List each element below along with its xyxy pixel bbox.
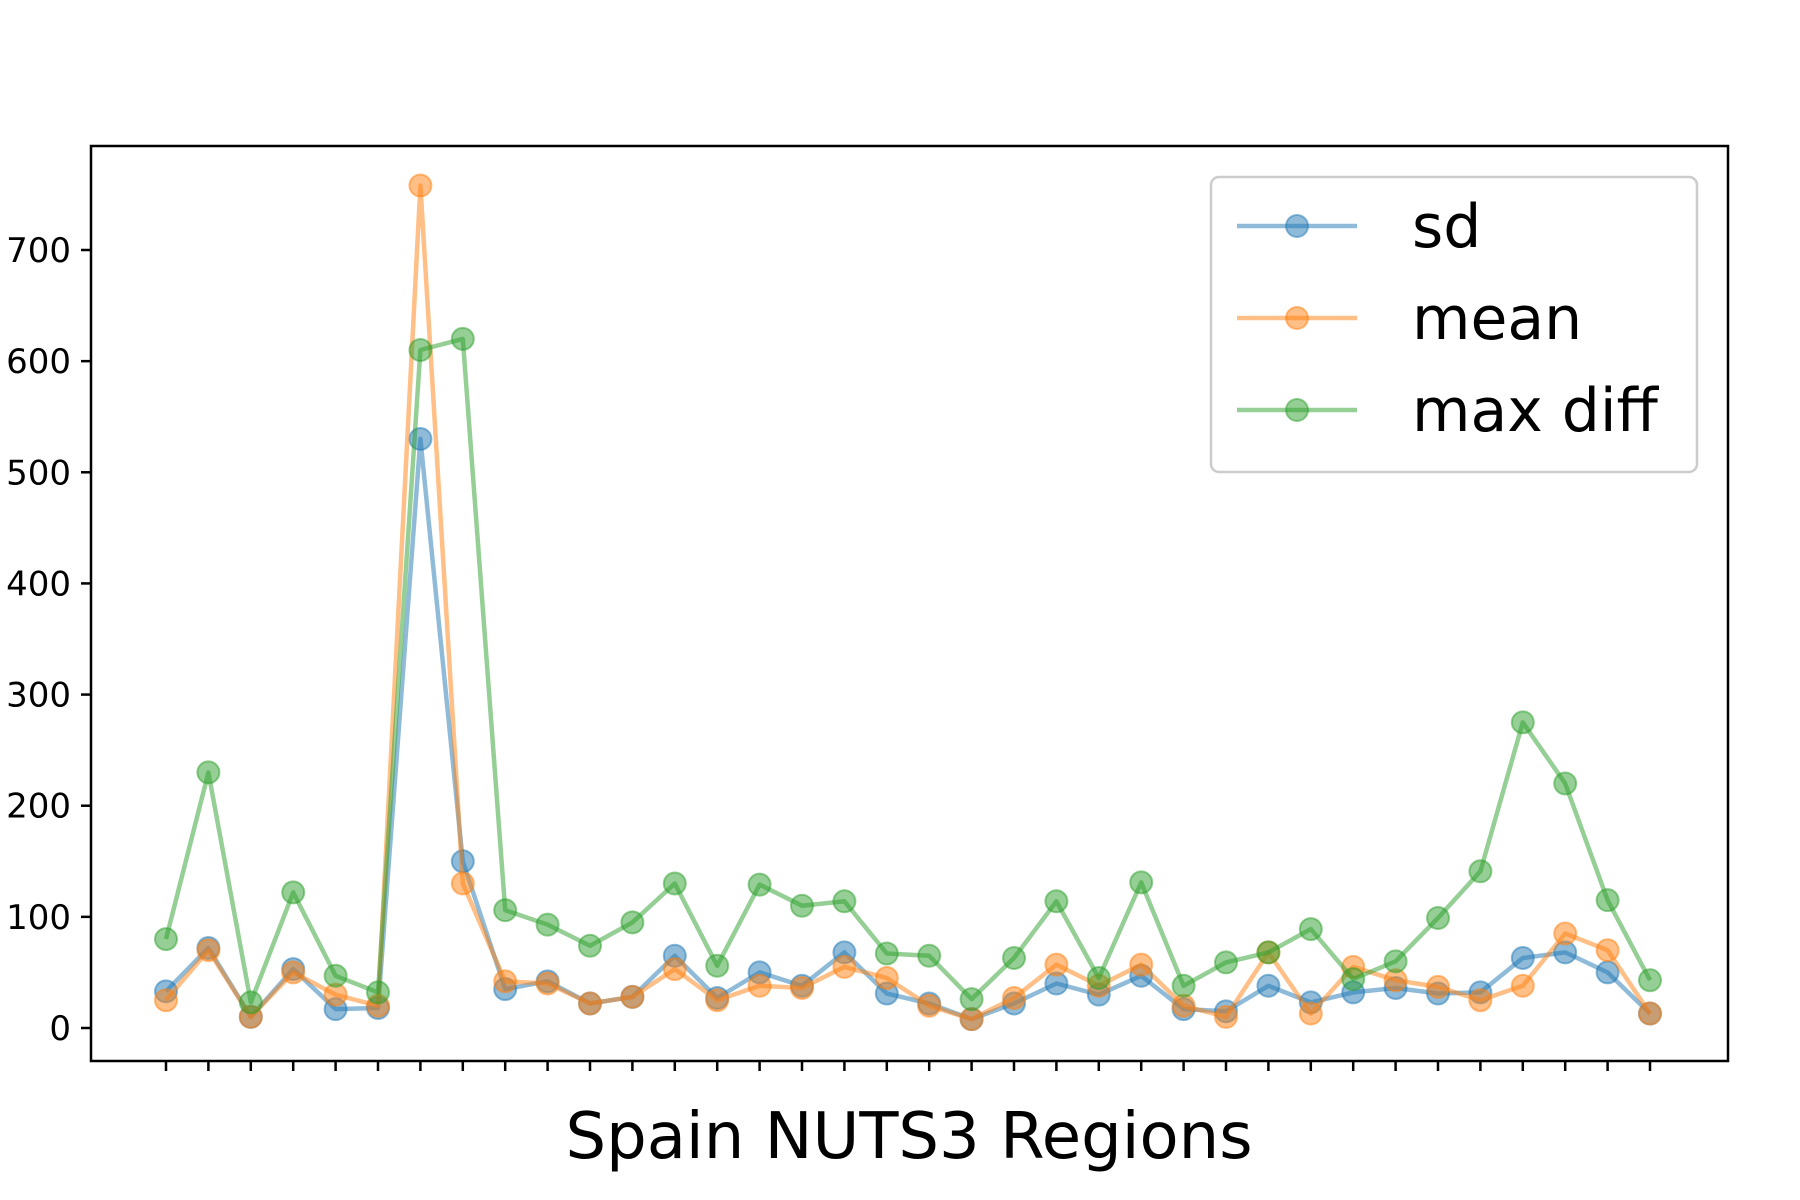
data-point: [959, 1007, 984, 1032]
data-point: [620, 910, 645, 935]
legend-label: mean: [1412, 284, 1582, 354]
data-point: [620, 984, 645, 1009]
data-point: [747, 872, 772, 897]
y-tick-label: 500: [6, 453, 71, 493]
data-point: [1129, 870, 1154, 895]
data-point: [450, 871, 475, 896]
data-point: [705, 953, 730, 978]
legend-marker: [1285, 214, 1309, 238]
data-point: [1129, 952, 1154, 977]
data-point: [366, 980, 390, 1005]
y-tick-label: 0: [49, 1009, 71, 1049]
data-point: [1510, 710, 1535, 735]
y-tick-label: 700: [6, 231, 71, 271]
data-point: [196, 938, 221, 963]
data-point: [874, 941, 899, 966]
data-point: [1002, 985, 1026, 1010]
data-point: [1256, 940, 1281, 965]
y-axis: 0 100 200 300 400 500 600 700: [6, 231, 91, 1049]
data-point: [1553, 921, 1578, 946]
data-point: [1214, 1004, 1238, 1029]
legend-marker: [1285, 398, 1309, 422]
data-point: [874, 965, 899, 990]
data-point: [1638, 968, 1662, 993]
data-point: [578, 991, 602, 1016]
legend-box: [1209, 175, 1699, 474]
y-tick-label: 100: [6, 898, 71, 938]
data-point: [281, 880, 306, 905]
legend-entry: max diff: [1237, 376, 1660, 446]
data-point: [1510, 945, 1535, 970]
data-point: [578, 933, 602, 958]
data-point: [917, 993, 942, 1018]
data-point: [1214, 950, 1238, 975]
data-point: [1426, 974, 1450, 999]
series-max-diff: [154, 326, 1662, 1015]
data-point: [1298, 917, 1323, 942]
legend-entry: sd: [1237, 192, 1481, 262]
data-point: [450, 326, 475, 351]
legend-label: max diff: [1412, 376, 1660, 446]
y-tick-label: 300: [6, 676, 71, 716]
y-tick-label: 200: [6, 787, 71, 827]
legend-label: sd: [1412, 192, 1481, 262]
data-point: [281, 960, 306, 985]
data-point: [1595, 888, 1620, 913]
data-point: [238, 990, 263, 1015]
data-point: [832, 954, 857, 979]
data-point: [1171, 973, 1196, 998]
data-point: [493, 898, 518, 923]
data-point: [917, 943, 942, 968]
series-mean: [154, 173, 1662, 1032]
data-point: [1383, 949, 1408, 974]
data-point: [662, 957, 687, 982]
data-point: [493, 969, 518, 994]
data-point: [1341, 967, 1366, 992]
data-point: [1468, 859, 1493, 884]
plot-frame: [89, 144, 1730, 1063]
legend: sd mean max diff: [1209, 175, 1699, 474]
data-point: [1171, 993, 1196, 1018]
data-point: [662, 871, 687, 896]
data-point: [705, 988, 730, 1013]
data-point: [1256, 973, 1281, 998]
y-tick-label: 400: [6, 564, 71, 604]
legend-entry: mean: [1237, 284, 1582, 354]
data-point: [832, 889, 857, 914]
data-point: [790, 893, 814, 918]
legend-marker: [1285, 306, 1309, 330]
data-point: [747, 973, 772, 998]
data-point: [1595, 938, 1620, 963]
data-point: [408, 173, 433, 198]
data-point: [1468, 988, 1493, 1013]
data-point: [196, 760, 221, 785]
data-point: [1510, 973, 1535, 998]
data-point: [1044, 952, 1069, 977]
x-axis-label: Spain NUTS3 Regions: [565, 1100, 1252, 1174]
data-point: [323, 963, 348, 988]
data-point: [790, 975, 814, 1000]
data-point: [1086, 965, 1111, 990]
data-point: [1553, 771, 1578, 796]
y-tick-label: 600: [6, 342, 71, 382]
data-point: [154, 988, 178, 1013]
data-point: [535, 971, 560, 996]
data-point: [1044, 889, 1069, 914]
data-point: [408, 338, 433, 363]
data-point: [959, 987, 984, 1012]
series-layer: [154, 173, 1662, 1032]
data-point: [154, 927, 178, 952]
data-point: [1002, 945, 1026, 970]
data-point: [535, 912, 560, 937]
data-point: [1426, 905, 1450, 930]
x-axis: [164, 1061, 1652, 1071]
data-point: [1298, 1001, 1323, 1026]
data-point: [1638, 1001, 1662, 1026]
